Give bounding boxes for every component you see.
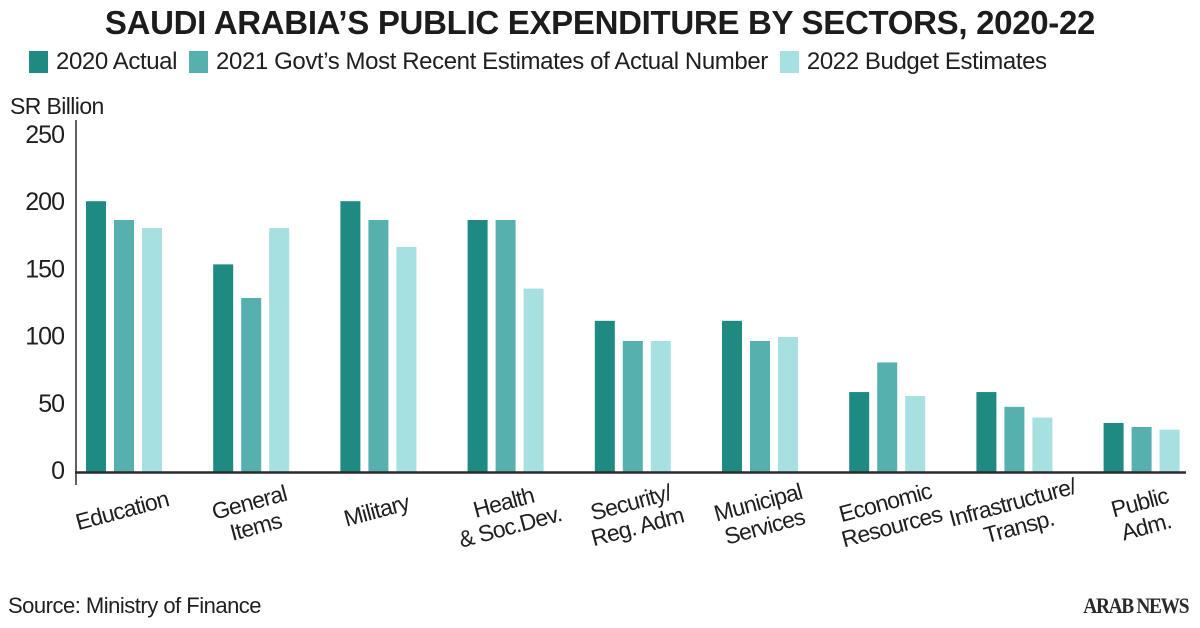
- bar-2021: [622, 340, 643, 473]
- bar-2022: [650, 340, 671, 473]
- legend-item-2021: 2021 Govt’s Most Recent Estimates of Act…: [189, 48, 768, 76]
- bar-2021: [877, 362, 898, 473]
- y-axis-label: SR Billion: [10, 93, 104, 119]
- y-tick-label: 50: [38, 390, 64, 418]
- bar-2021: [241, 297, 262, 473]
- y-tick-label: 150: [25, 255, 64, 283]
- bar-2020: [594, 320, 615, 473]
- y-tick-label: 200: [25, 188, 64, 216]
- legend-label-2020: 2020 Actual: [56, 48, 178, 75]
- legend-label-2022: 2022 Budget Estimates: [806, 48, 1047, 75]
- bar-2021: [114, 220, 134, 473]
- bar-2020: [340, 201, 361, 473]
- bar-2020: [213, 264, 234, 473]
- legend-swatch-2020: [29, 51, 48, 73]
- x-tick-label: GeneralItems: [209, 480, 296, 549]
- brand-logo: ARAB NEWS: [1083, 593, 1189, 618]
- x-tick-label: Infrastructure/Transp.: [946, 473, 1086, 556]
- y-tick-label: 0: [51, 457, 64, 485]
- bar-2022: [142, 228, 162, 473]
- x-tick-label: Military: [341, 489, 413, 532]
- x-tick-label: PublicAdm.: [1108, 482, 1177, 546]
- bar-2020: [86, 201, 106, 473]
- x-tick-label: Security/Reg. Adm: [582, 477, 687, 551]
- bar-2020: [1103, 422, 1124, 473]
- bar-2022: [1032, 417, 1053, 473]
- x-tick-label: Health& Soc.Dev.: [449, 476, 564, 553]
- legend-item-2022: 2022 Budget Estimates: [779, 48, 1047, 76]
- bar-2022: [1159, 429, 1180, 473]
- bar-2020: [849, 392, 870, 473]
- bar-2021: [495, 220, 516, 473]
- source-note: Source: Ministry of Finance: [8, 593, 262, 618]
- bar-2022: [778, 336, 798, 473]
- bar-2021: [1131, 426, 1152, 473]
- legend-swatch-2021: [189, 51, 209, 73]
- bar-2021: [1004, 406, 1025, 473]
- legend: 2020 Actual 2021 Govt’s Most Recent Esti…: [29, 47, 1059, 77]
- bar-2022: [905, 396, 926, 473]
- bar-2020: [467, 220, 488, 473]
- bar-2022: [269, 228, 290, 473]
- bar-2020: [722, 320, 742, 473]
- bar-2022: [523, 288, 544, 473]
- bar-2022: [396, 246, 417, 473]
- x-tick-label: MunicipalServices: [711, 478, 811, 551]
- bar-2021: [750, 340, 770, 473]
- y-tick-label: 100: [25, 323, 64, 351]
- chart-title: SAUDI ARABIA’S PUBLIC EXPENDITURE BY SEC…: [104, 4, 1096, 41]
- x-tick-label: EconomicResources: [832, 476, 945, 552]
- y-tick-label: 250: [25, 121, 64, 149]
- bar-2020: [976, 392, 997, 473]
- legend-label-2021: 2021 Govt’s Most Recent Estimates of Act…: [216, 48, 768, 75]
- legend-swatch-2022: [779, 51, 799, 73]
- x-tick-label: Education: [73, 485, 172, 535]
- legend-item-2020: 2020 Actual: [29, 48, 177, 76]
- bar-2021: [368, 220, 389, 473]
